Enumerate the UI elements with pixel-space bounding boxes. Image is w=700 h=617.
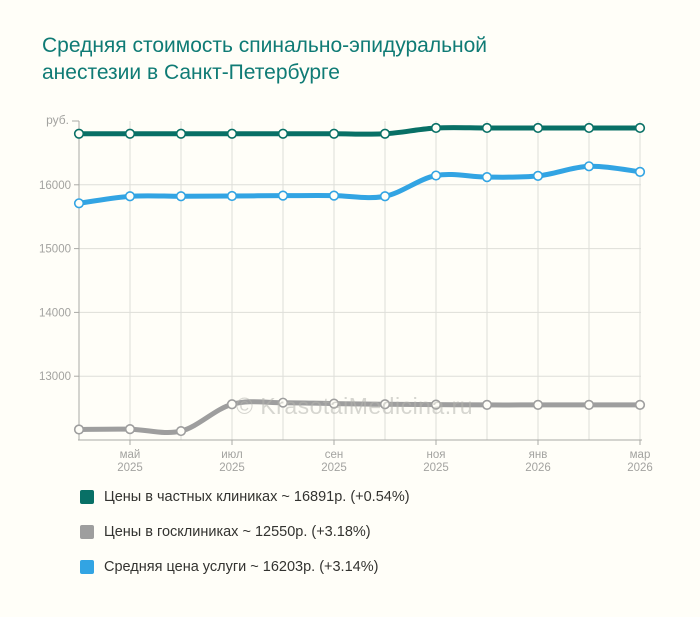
data-point-marker [481,122,493,134]
data-point-marker [73,424,85,435]
data-point-marker [379,399,391,410]
x-tick-label-year: 2025 [219,462,245,474]
legend-item-average-price: Средняя цена услуги ~ 16203р. (+3.14%) [80,558,410,575]
legend-label-private-clinics: Цены в частных клиниках ~ 16891р. (+0.54… [104,488,410,505]
data-point-marker [175,128,187,139]
y-tick-label: 15000 [39,244,71,256]
series-line-0 [76,125,643,137]
y-tick-label: 14000 [39,307,71,319]
data-point-marker [583,122,595,134]
data-point-marker [634,399,646,411]
legend-label-state-clinics: Цены в госклиниках ~ 12550р. (+3.18%) [104,523,371,540]
data-point-marker [481,399,493,411]
data-point-marker [328,128,340,139]
x-tick-label-year: 2026 [627,462,653,474]
series-line-1 [76,399,643,436]
chart-title: Средняя стоимость спинально-эпидуральной… [42,32,487,86]
data-point-marker [73,198,85,209]
data-point-marker [430,170,442,181]
chart-title-line2: анестезии в Санкт-Петербурге [42,61,340,84]
data-point-marker [481,172,493,183]
data-point-marker [124,191,136,202]
data-point-marker [277,128,289,139]
data-point-marker [175,191,187,202]
legend-swatch-state-clinics [80,524,94,539]
data-point-marker [175,425,187,437]
data-point-marker [379,128,391,139]
x-tick-label-month: янв [529,449,548,461]
x-tick-label-month: сен [325,449,344,461]
data-point-marker [124,128,136,139]
data-point-marker [277,190,289,201]
x-tick-label-month: июл [221,449,243,461]
data-point-marker [634,122,646,134]
x-tick-label-year: 2025 [117,462,143,474]
chart-area: руб. 13000 14000 15000 16000 май 2025 июл 2025 се… [39,113,653,474]
x-tick-label-month: май [120,449,141,461]
y-axis-unit-label: руб. [46,113,69,127]
x-tick-label-year: 2025 [321,462,347,474]
data-point-marker [379,191,391,202]
legend: Цены в частных клиниках ~ 16891р. (+0.54… [80,489,410,594]
data-point-marker [226,128,238,139]
data-point-marker [532,170,544,181]
chart-title-line1: Средняя стоимость спинально-эпидуральной [42,34,488,57]
data-point-marker [634,166,646,177]
data-point-marker [277,397,289,408]
legend-item-private-clinics: Цены в частных клиниках ~ 16891р. (+0.54… [80,488,410,505]
data-point-marker [226,399,238,410]
legend-swatch-average-price [80,559,94,574]
data-point-marker [328,190,340,201]
legend-swatch-private-clinics [80,489,94,504]
price-trend-line-chart: руб.13000140001500016000май2025июл2025се… [39,113,653,474]
data-point-marker [532,122,544,134]
y-tick-label: 13000 [39,371,71,383]
x-tick-label-year: 2026 [525,462,551,474]
y-tick-label: 16000 [39,180,71,192]
data-point-marker [583,399,595,411]
data-point-marker [583,161,595,172]
data-point-marker [430,399,442,410]
data-point-marker [328,398,340,409]
legend-item-state-clinics: Цены в госклиниках ~ 12550р. (+3.18%) [80,523,410,540]
x-tick-label-year: 2025 [423,462,449,474]
data-point-marker [73,128,85,139]
x-tick-label-month: мар [630,449,651,461]
legend-label-average-price: Средняя цена услуги ~ 16203р. (+3.14%) [104,558,379,575]
data-point-marker [532,399,544,411]
data-point-marker [124,424,136,435]
x-tick-label-month: ноя [427,449,446,461]
data-point-marker [430,122,442,134]
data-point-marker [226,190,238,202]
